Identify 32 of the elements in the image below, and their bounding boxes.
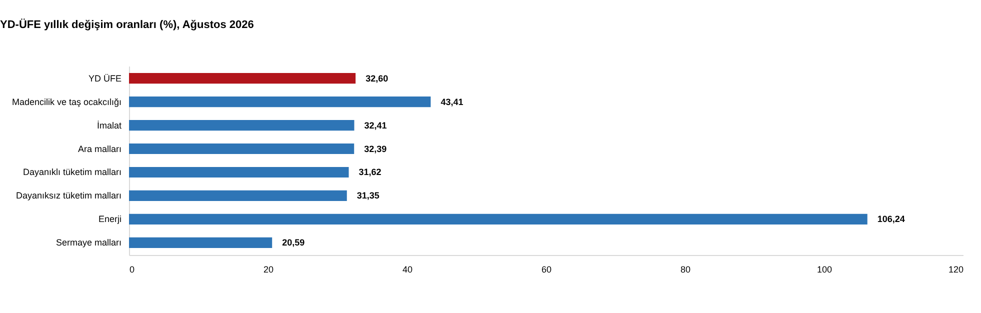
data-label: 31,35 [356, 190, 380, 201]
y-tick-label: Madencilik ve taş ocakcılığı [12, 96, 122, 107]
bar [129, 143, 354, 154]
y-tick-label: İmalat [96, 120, 122, 130]
y-tick-label: Dayanıksız tüketim malları [16, 190, 122, 201]
bar [129, 237, 272, 248]
bar [129, 190, 347, 201]
bar [129, 73, 356, 84]
bar [129, 120, 354, 131]
y-tick-label: YD ÜFE [88, 73, 122, 84]
data-label: 43,41 [440, 96, 464, 107]
x-tick-label: 20 [263, 264, 274, 274]
bar [129, 214, 868, 224]
y-tick-label: Sermaye malları [56, 238, 122, 248]
chart-title: YD-ÜFE yıllık değişim oranları (%), Ağustos 2026 [0, 18, 254, 31]
data-label: 32,41 [364, 120, 387, 130]
x-tick-label: 60 [541, 264, 552, 274]
data-label: 32,39 [364, 144, 387, 154]
data-label: 32,60 [366, 73, 388, 84]
x-tick-label: 100 [816, 264, 832, 274]
data-label: 31,62 [358, 167, 382, 178]
x-tick-label: 40 [402, 264, 413, 274]
y-tick-label: Enerji [98, 214, 122, 224]
y-tick-label: Ara malları [78, 144, 122, 154]
data-label: 106,24 [877, 214, 905, 224]
data-label: 20,59 [282, 238, 305, 248]
x-tick-label: 0 [130, 264, 135, 274]
bar [129, 96, 431, 108]
bar [129, 166, 349, 178]
y-tick-label: Dayanıklı tüketim malları [22, 167, 122, 178]
x-tick-label: 80 [680, 264, 691, 274]
x-tick-label: 120 [948, 264, 964, 274]
